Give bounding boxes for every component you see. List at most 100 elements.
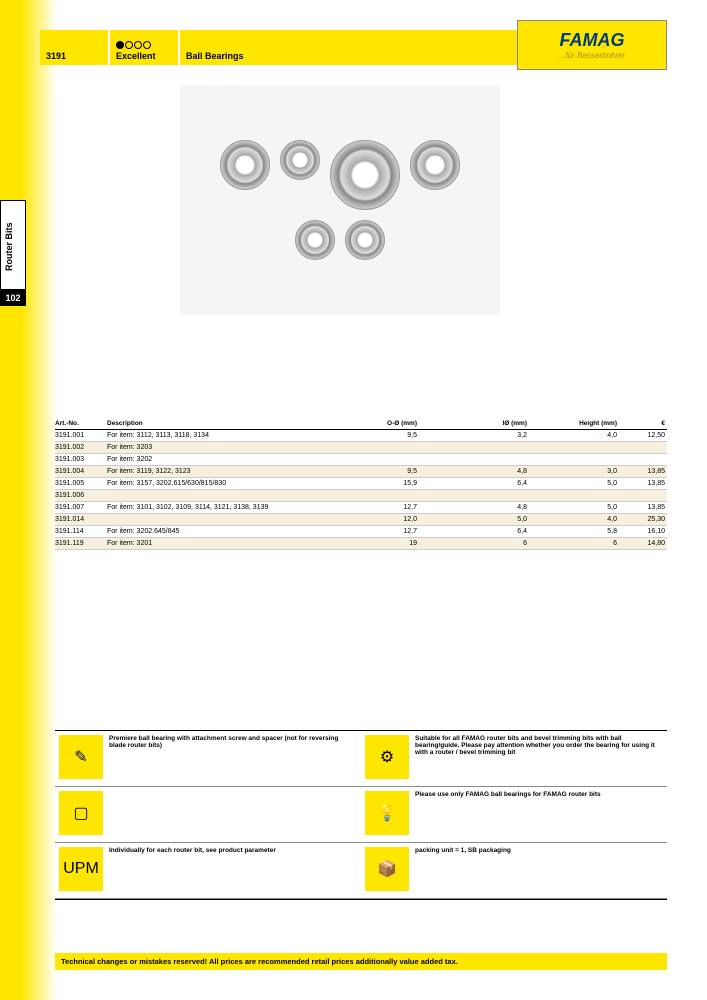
cell-id [417,492,527,499]
cell-desc: For item: 3202 [107,456,287,463]
cell-desc [107,492,287,499]
cell-od: 9,5 [287,432,417,439]
cell-id [417,444,527,451]
th-id: IØ (mm) [417,420,527,427]
cell-h: 6 [527,540,617,547]
cell-od: 9,5 [287,468,417,475]
drill-icon: ⚙ [365,735,409,779]
cell-art: 3191.002 [55,444,107,451]
screw-icon: ✎ [59,735,103,779]
cell-id: 5,0 [417,516,527,523]
th-eur: € [617,420,665,427]
cell-desc: For item: 3201 [107,540,287,547]
cell-desc: For item: 3119, 3122, 3123 [107,468,287,475]
cell-id: 3,2 [417,432,527,439]
cell-desc: For item: 3157, 3202.615/630/815/830 [107,480,287,487]
cell-art: 3191.004 [55,468,107,475]
cell-eur: 14,80 [617,540,665,547]
page: Router Bits 102 3191 Excellent Ball Bear… [0,0,707,1000]
product-image [180,85,500,315]
feature-cell: 📦packing unit = 1, SB packaging [361,843,667,898]
bearing-icon [280,140,320,180]
cell-art: 3191.119 [55,540,107,547]
cell-h [527,492,617,499]
cell-eur: 12,50 [617,432,665,439]
cell-art: 3191.003 [55,456,107,463]
feature-cell: 💡Please use only FAMAG ball bearings for… [361,787,667,842]
cell-od [287,492,417,499]
cell-desc: For item: 3202.645/845 [107,528,287,535]
table-row: 3191.003For item: 3202 [55,454,667,466]
footer: Technical changes or mistakes reserved! … [55,953,667,970]
cell-od: 12,7 [287,528,417,535]
cell-h [527,456,617,463]
feature-text: Suitable for all FAMAG router bits and b… [415,735,663,782]
feature-text: Please use only FAMAG ball bearings for … [415,791,663,838]
table-row: 3191.114For item: 3202.645/84512,76,45,8… [55,526,667,538]
logo: FAMAG ...für Besserbohrer [517,20,667,70]
th-od: O-Ø (mm) [287,420,417,427]
cell-eur [617,492,665,499]
table-row: 3191.006 [55,490,667,502]
header-grade: Excellent [110,30,180,65]
side-tab-label: Router Bits [4,222,14,271]
feature-cell: UPMIndividually for each router bit, see… [55,843,361,898]
cube-icon: ▢ [59,791,103,835]
table-row: 3191.005For item: 3157, 3202.615/630/815… [55,478,667,490]
feature-text: Premiere ball bearing with attachment sc… [109,735,357,782]
cell-desc: For item: 3112, 3113, 3118, 3134 [107,432,287,439]
dot-icon [143,41,151,49]
cell-h: 3,0 [527,468,617,475]
table-row: 3191.01412,05,04,025,30 [55,514,667,526]
th-h: Height (mm) [527,420,617,427]
cell-eur: 16,10 [617,528,665,535]
feature-text: packing unit = 1, SB packaging [415,847,663,894]
bearing-icon [220,140,270,190]
bearings-group [200,135,480,265]
table-row: 3191.001For item: 3112, 3113, 3118, 3134… [55,430,667,442]
cell-art: 3191.014 [55,516,107,523]
cell-eur: 13,85 [617,468,665,475]
cell-h: 4,0 [527,432,617,439]
cell-art: 3191.006 [55,492,107,499]
cell-od: 19 [287,540,417,547]
th-desc: Description [107,420,287,427]
cell-od: 12,0 [287,516,417,523]
feature-row: ✎Premiere ball bearing with attachment s… [55,731,667,787]
dot-icon [125,41,133,49]
cell-desc: For item: 3203 [107,444,287,451]
feature-text: Individually for each router bit, see pr… [109,847,357,894]
cell-desc [107,516,287,523]
cell-eur [617,444,665,451]
cell-id: 4,8 [417,504,527,511]
cell-art: 3191.001 [55,432,107,439]
th-art: Art.-No. [55,420,107,427]
cell-id: 4,8 [417,468,527,475]
cell-id: 6,4 [417,480,527,487]
cell-eur: 13,85 [617,480,665,487]
cell-eur [617,456,665,463]
cell-art: 3191.007 [55,504,107,511]
spec-table: Art.-No. Description O-Ø (mm) IØ (mm) He… [55,420,667,550]
feature-text [109,791,357,838]
bearing-icon [330,140,400,210]
grade-label: Excellent [116,51,172,61]
table-body: 3191.001For item: 3112, 3113, 3118, 3134… [55,430,667,550]
grade-dots [116,41,172,49]
table-row: 3191.119For item: 3201196614,80 [55,538,667,550]
table-row: 3191.007For item: 3101, 3102, 3109, 3114… [55,502,667,514]
box-icon: 📦 [365,847,409,891]
table-row: 3191.002For item: 3203 [55,442,667,454]
cell-eur: 13,85 [617,504,665,511]
cell-art: 3191.005 [55,480,107,487]
table-row: 3191.004For item: 3119, 3122, 31239,54,8… [55,466,667,478]
header-code: 3191 [40,30,110,65]
cell-h: 5,0 [527,504,617,511]
cell-art: 3191.114 [55,528,107,535]
side-tab: Router Bits [0,200,26,290]
feature-row: ▢ 💡Please use only FAMAG ball bearings fo… [55,787,667,843]
feature-cell: ▢ [55,787,361,842]
cell-h: 4,0 [527,516,617,523]
bearing-icon [295,220,335,260]
features: ✎Premiere ball bearing with attachment s… [55,730,667,900]
